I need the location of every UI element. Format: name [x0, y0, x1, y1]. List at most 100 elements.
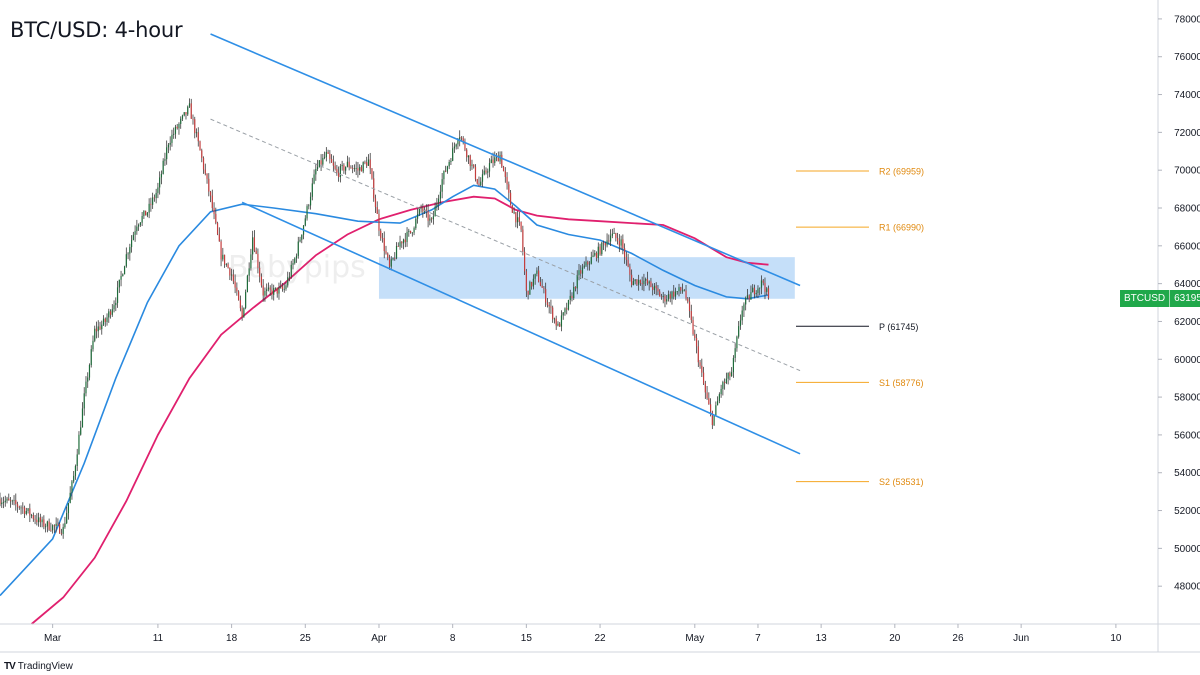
candle-body [322, 157, 324, 165]
candle-body [464, 141, 466, 150]
candle-body [559, 323, 561, 327]
candle-body [34, 518, 36, 520]
candle-body [18, 506, 20, 508]
candle-body [713, 415, 715, 426]
candle-body [453, 146, 456, 149]
candle-body [674, 291, 677, 297]
tradingview-brand[interactable]: TV TradingView [4, 661, 73, 672]
candle-body [427, 210, 429, 221]
candle-body [197, 132, 199, 142]
candle-body [71, 481, 73, 493]
candle-body [69, 492, 71, 504]
candle-body [502, 166, 505, 172]
candle-body [625, 257, 627, 260]
x-tick-label: 8 [450, 633, 456, 644]
candle-body [504, 171, 506, 177]
candle-body [192, 118, 194, 120]
candle-body [260, 276, 263, 286]
candle-body [536, 270, 538, 274]
candle-body [553, 318, 556, 320]
candle-body [725, 378, 727, 384]
candle-body [83, 393, 85, 409]
candle-body [585, 261, 587, 266]
candle-body [108, 311, 110, 318]
candle-body [218, 234, 220, 242]
candle-body [223, 254, 226, 265]
candle-body [641, 283, 643, 285]
candle-body [448, 162, 450, 167]
candle-body [390, 259, 392, 267]
candle-body [180, 118, 182, 124]
y-tick-label: 66000 [1174, 241, 1200, 252]
candle-body [50, 529, 52, 531]
candle-body [636, 279, 638, 285]
candle-body [129, 247, 131, 254]
y-tick-label: 72000 [1174, 128, 1200, 139]
candle-body [632, 281, 634, 286]
candle-body [462, 138, 464, 142]
candle-body [76, 454, 78, 466]
candle-body [0, 499, 1, 505]
candle-body [392, 258, 394, 260]
candle-body [592, 255, 594, 258]
candle-body [715, 405, 717, 416]
candle-body [408, 230, 410, 232]
candle-body [206, 173, 208, 179]
candle-body [348, 161, 350, 168]
candle-body [16, 504, 19, 507]
candle-body [20, 507, 22, 509]
candle-body [130, 239, 133, 248]
x-tick-label: 25 [300, 633, 312, 644]
candle-body [627, 259, 629, 267]
candle-body [204, 169, 206, 174]
candle-body [111, 309, 113, 315]
candle-body [485, 170, 487, 173]
candle-body [434, 206, 436, 217]
candle-body [438, 198, 440, 204]
candle-body [320, 160, 322, 165]
candle-body [724, 382, 726, 384]
candle-body [741, 310, 743, 321]
candle-body [576, 274, 578, 289]
candle-body [246, 275, 248, 293]
candle-body [425, 209, 427, 211]
candle-body [564, 308, 566, 313]
candle-body [325, 151, 327, 158]
candle-body [457, 139, 459, 145]
candle-body [90, 349, 92, 365]
candle-body [60, 533, 63, 535]
candle-body [378, 213, 380, 231]
candle-body [443, 170, 445, 180]
candle-body [599, 246, 601, 255]
y-tick-label: 58000 [1174, 393, 1200, 404]
candle-body [529, 282, 531, 295]
candle-body [555, 318, 557, 326]
candle-body [581, 267, 584, 274]
candle-body [753, 287, 756, 295]
candle-body [288, 276, 291, 278]
candle-body [685, 290, 687, 299]
candle-body [216, 222, 219, 235]
candle-body [622, 239, 624, 249]
candle-body [199, 141, 201, 151]
y-tick-label: 50000 [1174, 544, 1200, 555]
candle-body [618, 240, 620, 246]
candle-body [539, 281, 541, 286]
candle-body [6, 498, 8, 501]
candle-body [367, 159, 370, 166]
candle-body [115, 302, 117, 306]
candle-body [657, 288, 659, 292]
candle-body [538, 270, 540, 282]
candle-body [678, 287, 680, 292]
x-tick-label: 26 [952, 633, 964, 644]
candle-body [767, 288, 770, 299]
candle-body [560, 315, 563, 327]
candle-body [573, 286, 575, 299]
candle-body [395, 245, 398, 259]
candle-body [718, 394, 720, 401]
candle-body [543, 287, 545, 290]
last-price-badge: BTCUSD 63195 [1120, 290, 1200, 308]
candle-body [376, 207, 378, 214]
candle-body [150, 203, 152, 205]
